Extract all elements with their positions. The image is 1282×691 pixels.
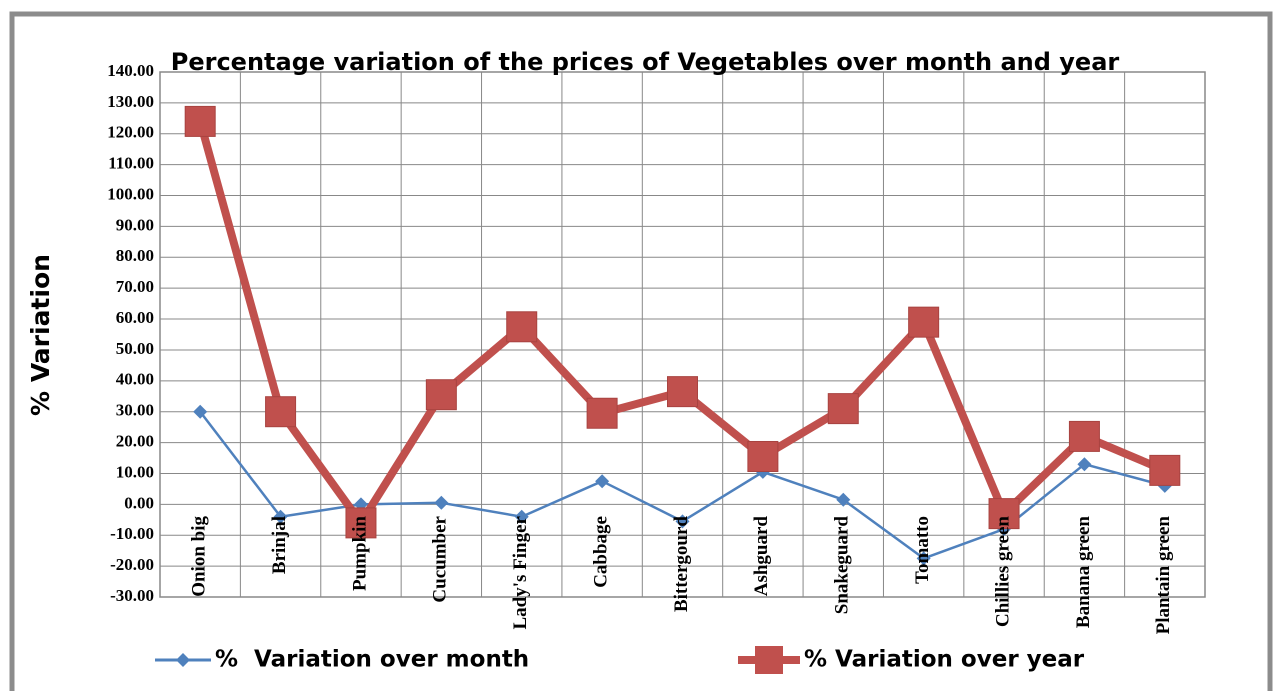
y-tick-label: 10.00	[116, 462, 154, 481]
marker	[184, 105, 216, 137]
marker	[514, 509, 529, 524]
y-tick-label: 140.00	[107, 61, 154, 80]
x-tick-label: Snakeguard	[832, 516, 853, 615]
marker	[988, 498, 1020, 530]
y-tick-label: 0.00	[124, 493, 154, 512]
marker	[345, 507, 377, 539]
marker	[595, 474, 610, 489]
marker	[1149, 454, 1181, 486]
y-tick-label: 130.00	[107, 92, 154, 111]
y-tick-label: 120.00	[107, 123, 154, 142]
plot-border	[159, 71, 1206, 598]
y-tick-label: 60.00	[116, 308, 154, 327]
y-tick-label: 40.00	[116, 370, 154, 389]
legend-marker	[755, 646, 783, 674]
y-tick-label: -20.00	[110, 555, 154, 574]
marker	[506, 311, 538, 343]
marker	[193, 404, 208, 419]
marker	[675, 514, 690, 529]
y-tick-label: 80.00	[116, 246, 154, 265]
x-tick-label: Chillies green	[992, 516, 1013, 627]
y-tick-label: 110.00	[108, 154, 154, 173]
x-tick-label: Pumpkin	[349, 516, 370, 591]
x-tick-label: Cucumber	[430, 515, 451, 602]
x-tick-label: Brinjal	[269, 516, 290, 574]
marker	[836, 492, 851, 507]
y-tick-label: -10.00	[110, 524, 154, 543]
marker	[434, 495, 449, 510]
x-tick-label: Cabbage	[590, 516, 611, 588]
marker	[667, 376, 698, 408]
y-axis-title: % Variation	[26, 254, 55, 416]
legend-marker	[176, 653, 190, 667]
y-tick-label: 70.00	[116, 277, 154, 296]
marker	[1068, 420, 1100, 452]
y-tick-label: 20.00	[116, 431, 154, 450]
y-tick-label: 90.00	[116, 215, 154, 234]
legend-label: % Variation over year	[804, 647, 1085, 673]
series-line	[196, 120, 1167, 527]
x-tick-label: Ashguard	[751, 516, 772, 597]
marker	[827, 393, 859, 425]
x-tick-label: Plantain green	[1153, 516, 1174, 635]
legend-label: % Variation over month	[215, 647, 529, 673]
marker	[273, 509, 288, 524]
marker	[586, 397, 618, 429]
chart-title: Percentage variation of the prices of Ve…	[170, 48, 1120, 76]
x-tick-label: Lady's Finger	[510, 515, 531, 629]
marker	[425, 379, 457, 411]
x-tick-label: Tomatto	[912, 516, 933, 584]
marker	[1077, 457, 1092, 472]
x-tick-label: Bittergourd	[671, 516, 692, 612]
x-tick-label: Onion big	[189, 516, 210, 597]
marker	[908, 306, 940, 338]
marker	[747, 440, 779, 472]
y-tick-label: -30.00	[110, 586, 154, 605]
y-tick-label: 30.00	[116, 401, 154, 420]
y-tick-label: 100.00	[107, 184, 154, 203]
frame	[9, 11, 1273, 691]
marker	[265, 396, 297, 428]
x-tick-label: Banana green	[1073, 516, 1094, 629]
marker	[916, 551, 931, 566]
y-tick-label: 50.00	[116, 339, 154, 358]
